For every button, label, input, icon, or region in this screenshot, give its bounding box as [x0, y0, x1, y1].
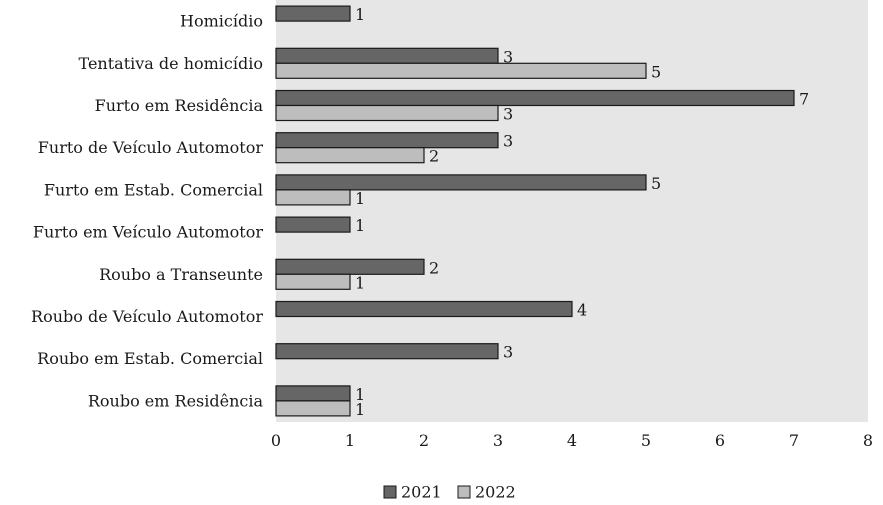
- data-label-2022: 2: [429, 147, 439, 166]
- category-label: Furto em Estab. Comercial: [44, 180, 263, 199]
- data-label-2022: 3: [503, 105, 513, 124]
- data-label-2021: 4: [577, 301, 587, 320]
- data-label-2022: 1: [355, 273, 365, 292]
- category-label: Roubo a Transeunte: [99, 265, 263, 284]
- category-label: Furto de Veículo Automotor: [38, 138, 264, 157]
- bar-2022: [275, 189, 351, 206]
- category-label: Furto em Residência: [95, 96, 264, 115]
- legend-swatch-2021: [383, 485, 397, 499]
- legend: 2021 2022: [383, 483, 516, 502]
- bar-2022: [275, 62, 647, 79]
- legend-swatch-2022: [457, 485, 471, 499]
- bar-2021: [275, 385, 351, 402]
- data-label-2021: 1: [355, 216, 365, 235]
- bar-2021: [275, 47, 499, 64]
- category-label: Roubo em Estab. Comercial: [37, 349, 263, 368]
- category-label: Roubo de Veículo Automotor: [31, 307, 263, 326]
- bar-2021: [275, 132, 499, 149]
- x-tick-label: 6: [715, 431, 725, 450]
- data-label-2021: 3: [503, 132, 513, 151]
- x-tick-label: 7: [789, 431, 799, 450]
- bar-2021: [275, 343, 499, 360]
- bar-2021: [275, 258, 425, 275]
- bar-2021: [275, 174, 647, 191]
- bar-2021: [275, 89, 795, 107]
- data-label-2021: 3: [503, 343, 513, 362]
- category-label: Roubo em Residência: [88, 391, 264, 410]
- bar-2022: [275, 104, 499, 122]
- x-tick-label: 3: [493, 431, 503, 450]
- data-label-2021: 2: [429, 258, 439, 277]
- data-label-2021: 1: [355, 5, 365, 24]
- category-label: Tentativa de homicídio: [79, 54, 263, 73]
- x-tick-label: 4: [567, 431, 577, 450]
- bar-2022: [275, 400, 351, 417]
- legend-label-2021: 2021: [401, 483, 442, 502]
- data-label-2022: 1: [355, 400, 365, 419]
- x-tick-label: 2: [419, 431, 429, 450]
- data-label-2021: 1: [355, 385, 365, 404]
- bar-2022: [275, 273, 351, 290]
- category-labels: Homicídio Tentativa de homicídio Furto em …: [31, 12, 263, 411]
- x-tick-label: 5: [641, 431, 651, 450]
- data-label-2021: 3: [503, 47, 513, 66]
- bar-2022: [275, 147, 425, 164]
- category-label: Furto em Veículo Automotor: [33, 223, 263, 242]
- data-label-2022: 5: [651, 62, 661, 81]
- category-label: Homicídio: [180, 12, 263, 31]
- x-axis-tick-labels: 0 1 2 3 4 5 6 7 8: [271, 431, 873, 450]
- legend-label-2022: 2022: [475, 483, 516, 502]
- bars-layer: [275, 5, 795, 417]
- bar-2021: [275, 216, 351, 233]
- x-tick-label: 1: [345, 431, 355, 450]
- data-label-2021: 7: [799, 90, 809, 109]
- bar-2021: [275, 300, 573, 318]
- x-tick-label: 0: [271, 431, 281, 450]
- bar-2021: [275, 5, 351, 22]
- x-tick-label: 8: [863, 431, 873, 450]
- data-label-2022: 1: [355, 189, 365, 208]
- data-label-2021: 5: [651, 174, 661, 193]
